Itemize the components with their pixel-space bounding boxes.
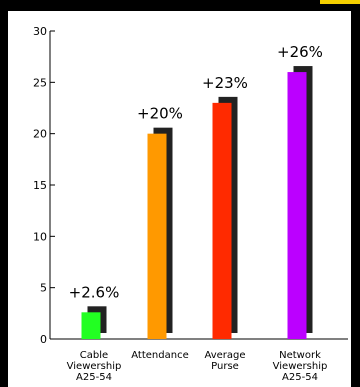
y-tick-label: 5 [40, 282, 47, 295]
category-label: Average Purse [204, 350, 245, 372]
data-label: +2.6% [69, 283, 120, 301]
bar [212, 102, 232, 339]
bar [287, 72, 307, 340]
data-labels: +2.6% +20% +23% +26% [69, 43, 323, 301]
y-tick-label: 0 [40, 333, 47, 346]
corner-accent [320, 0, 360, 4]
data-label: +26% [277, 43, 323, 61]
y-tick-label: 10 [33, 230, 47, 243]
category-label: Attendance [131, 350, 188, 361]
category-labels: Cable Viewership A25-54 Attendance Average Pu… [67, 350, 328, 383]
data-label: +20% [137, 105, 183, 123]
bar [81, 312, 101, 339]
bar [147, 133, 167, 339]
bars [81, 66, 313, 340]
data-label: +23% [202, 74, 248, 92]
y-tick-label: 25 [33, 76, 47, 89]
chart-panel: 0 5 10 15 20 25 30 +2.6% +20% +23% +26% Cable View… [8, 11, 351, 387]
y-tick-label: 30 [33, 25, 47, 38]
bar-chart: 0 5 10 15 20 25 30 +2.6% +20% +23% +26% Cable View… [33, 25, 348, 383]
y-tick-label: 15 [33, 179, 47, 192]
y-tick-label: 20 [33, 128, 47, 141]
category-label: Network Viewership A25-54 [273, 350, 328, 383]
category-label: Cable Viewership A25-54 [67, 350, 122, 383]
